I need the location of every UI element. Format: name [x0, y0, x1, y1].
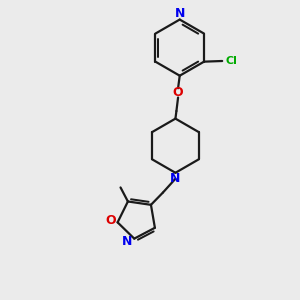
Text: O: O	[105, 214, 116, 227]
Text: Cl: Cl	[226, 56, 237, 66]
Text: O: O	[173, 86, 183, 99]
Text: N: N	[170, 172, 181, 185]
Text: N: N	[122, 235, 132, 248]
Text: N: N	[175, 8, 185, 20]
